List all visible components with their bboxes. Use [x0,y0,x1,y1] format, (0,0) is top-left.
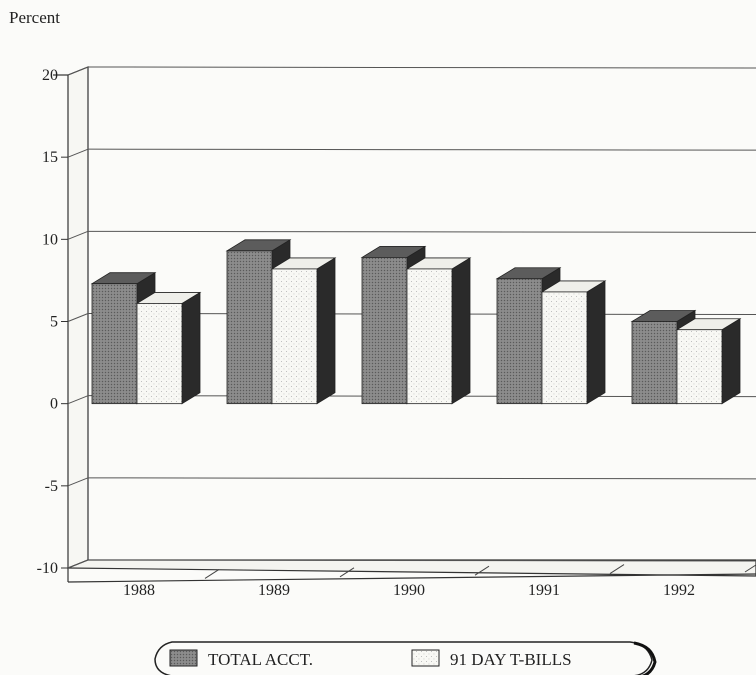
y-tick-label: -10 [37,560,58,577]
legend-label: 91 DAY T-BILLS [450,650,572,669]
bar-91 DAY T-BILLS-1988 [136,303,183,405]
gridline [87,477,756,480]
x-tick-label: 1991 [528,582,560,599]
y-tick-labels: 20 15 10 5 0 -5 -10 [37,67,58,577]
x-tick-label: 1989 [258,582,290,599]
gridline [87,230,756,233]
bars [90,239,742,405]
legend-swatch [169,649,198,667]
gridline [87,148,756,151]
x-tick-label: 1990 [393,582,425,599]
legend-label: TOTAL ACCT. [208,650,313,669]
bar-side-91 DAY T-BILLS-1988 [181,291,201,405]
y-tick-label: 15 [42,149,58,166]
y-tick-label: 5 [50,314,58,331]
bar-91 DAY T-BILLS-1991 [541,291,588,405]
bar-side-91 DAY T-BILLS-1989 [316,257,336,405]
bar-TOTAL ACCT.-1990 [361,257,408,405]
y-tick-label: 0 [50,396,58,413]
bar-TOTAL ACCT.-1992 [631,321,678,405]
bar-TOTAL ACCT.-1991 [496,278,543,405]
gridline [87,559,756,562]
bar-91 DAY T-BILLS-1990 [406,268,453,405]
bar-TOTAL ACCT.-1988 [91,283,138,405]
x-tick-labels: 1988 1989 1990 1991 1992 [123,564,756,599]
x-tick-label: 1992 [663,582,695,599]
x-tick-label: 1988 [123,582,155,599]
bar-side-91 DAY T-BILLS-1990 [451,257,471,405]
bar-91 DAY T-BILLS-1989 [271,268,318,405]
y-tick-label: -5 [45,478,58,495]
bar-91 DAY T-BILLS-1992 [676,329,723,405]
y-tick-label: 10 [42,231,58,248]
gridline [87,66,756,69]
legend-swatch [411,649,440,667]
bar-TOTAL ACCT.-1989 [226,250,273,405]
y-tick-label: 20 [42,67,58,84]
bar-side-91 DAY T-BILLS-1991 [586,280,606,405]
y-axis-title: Percent [9,8,60,27]
bar-side-91 DAY T-BILLS-1992 [721,318,741,405]
legend: TOTAL ACCT. 91 DAY T-BILLS [154,641,657,675]
floor [67,559,756,577]
